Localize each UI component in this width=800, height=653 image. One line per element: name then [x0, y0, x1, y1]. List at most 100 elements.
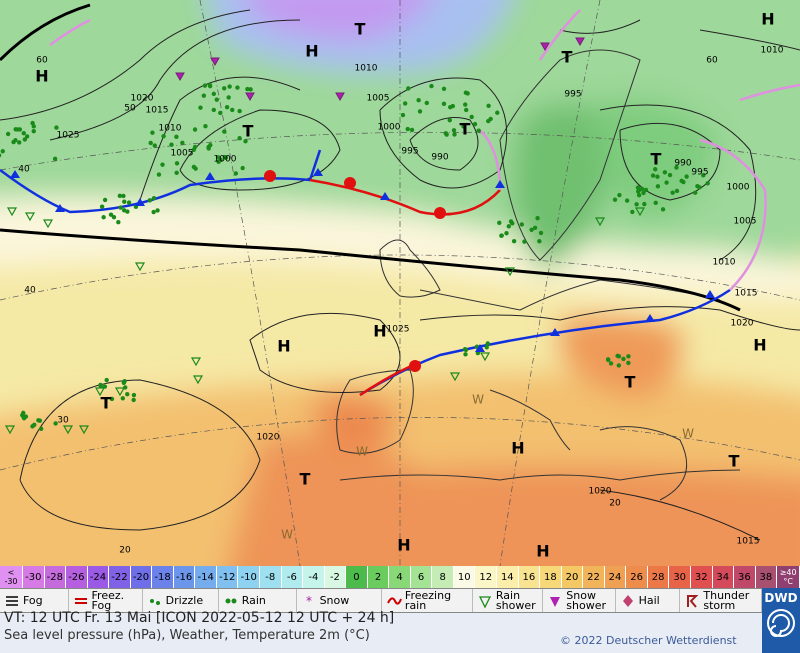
- rain-dot: [22, 137, 28, 142]
- rain-dot: [402, 101, 408, 106]
- isobar-label: 1015: [737, 537, 760, 547]
- isobar-label: 1000: [378, 123, 401, 133]
- rain-dot: [203, 124, 208, 129]
- rain-dot: [522, 239, 527, 244]
- rain-dot: [230, 107, 235, 113]
- rain-dot: [222, 154, 227, 160]
- pressure-center: T: [460, 120, 471, 139]
- scale-cell: -14: [195, 566, 217, 588]
- rain-dot: [156, 172, 162, 177]
- rain-dot: [441, 101, 447, 107]
- rain-dot: [32, 422, 37, 427]
- rain-dot: [211, 91, 217, 97]
- legend-item: Thunder storm: [680, 589, 762, 612]
- weather-map: H H T T H T T T H H T H T H T T H H W W W W 1025 1020 1015 1010 10…: [0, 0, 800, 566]
- legend-item: Freez. Fog: [69, 589, 143, 612]
- legend-item: Snow shower: [543, 589, 616, 612]
- rain-dot: [616, 363, 622, 368]
- shower-symbol: [114, 387, 126, 397]
- warm-label: W: [472, 393, 484, 407]
- rain-dot: [174, 134, 179, 140]
- shower-symbol: [6, 207, 18, 217]
- rain-dot: [476, 128, 481, 133]
- rain-dot: [684, 174, 689, 179]
- rain-dot: [237, 136, 242, 141]
- pressure-center: H: [753, 336, 766, 355]
- pressure-center: H: [373, 322, 386, 341]
- pressure-center: H: [536, 542, 549, 561]
- legend-label: Snow: [319, 593, 350, 607]
- scale-cell: 26: [626, 566, 648, 588]
- rain-dot: [705, 181, 710, 186]
- isobar-label: 1020: [257, 433, 280, 443]
- isobar-label: 1025: [387, 325, 410, 335]
- isobar-label: 20: [119, 546, 131, 556]
- scale-cell: -18: [152, 566, 174, 588]
- rain-dot: [537, 238, 542, 244]
- isobar-label: 20: [609, 499, 621, 509]
- rain-dot: [160, 162, 165, 167]
- rain-dot: [485, 341, 491, 346]
- rain-dot: [506, 224, 512, 229]
- scale-cell: 36: [734, 566, 756, 588]
- rain-dot: [233, 171, 239, 176]
- weather-legend: Fog Freez. Fog Drizzle Rain * Snow Freezing ra…: [0, 588, 762, 613]
- isobar-label: 990: [431, 153, 448, 163]
- rain-dot: [193, 166, 198, 171]
- rain-dot: [21, 410, 26, 416]
- rain-dot: [174, 170, 179, 176]
- shower-symbol: [62, 425, 74, 435]
- isobar-label: 50: [124, 104, 136, 114]
- rain-dot: [245, 86, 250, 92]
- rain-dot: [472, 121, 478, 127]
- rain-dot: [21, 416, 27, 421]
- rain-dot: [626, 360, 631, 366]
- scale-cell: 6: [410, 566, 433, 588]
- isobar-label: 1000: [727, 183, 750, 193]
- rain-dot: [405, 126, 410, 132]
- scale-cell: 24: [604, 566, 627, 588]
- rain-dot: [469, 114, 474, 120]
- rain-dot: [192, 144, 198, 150]
- isobar-label: 40: [24, 286, 36, 296]
- rain-dot: [463, 352, 468, 357]
- legend-icon: [149, 598, 160, 605]
- pressure-center: H: [511, 439, 524, 458]
- rain-dot: [448, 105, 453, 110]
- legend-item: Drizzle: [143, 589, 219, 612]
- isobar-label: 60: [36, 56, 48, 66]
- rain-dot: [38, 426, 44, 432]
- rain-dot: [655, 184, 661, 189]
- rain-dot: [151, 195, 157, 201]
- rain-dot: [511, 238, 517, 244]
- rain-dot: [125, 209, 130, 214]
- isobar-label: 30: [57, 416, 69, 426]
- pressure-center: T: [562, 48, 573, 67]
- scale-cell: 4: [389, 566, 411, 588]
- rain-dot: [417, 109, 423, 114]
- legend-icon: [687, 594, 699, 608]
- rain-dot: [99, 204, 105, 209]
- rain-dot: [674, 188, 680, 194]
- pressure-center: T: [300, 470, 311, 489]
- rain-dot: [621, 356, 626, 362]
- rain-dot: [180, 140, 185, 146]
- rain-dot: [642, 201, 647, 207]
- rain-dot: [11, 139, 16, 145]
- cold-front-triangle: [550, 328, 560, 336]
- cold-front-triangle: [135, 198, 145, 206]
- isobar-label: 1015: [146, 106, 169, 116]
- rain-dot: [662, 170, 668, 175]
- rain-dot: [17, 140, 22, 145]
- snow-shower-symbol: [335, 92, 345, 102]
- rain-dot: [406, 86, 411, 91]
- rain-dot: [118, 205, 123, 210]
- rain-dot: [636, 193, 642, 198]
- rain-dot: [693, 190, 698, 195]
- scale-cell: 32: [690, 566, 713, 588]
- pressure-center: T: [243, 122, 254, 141]
- rain-dot: [169, 142, 174, 147]
- legend-item: Hail: [616, 589, 681, 612]
- isobar-label: 1010: [761, 46, 784, 56]
- legend-label: Freezing rain: [404, 588, 452, 612]
